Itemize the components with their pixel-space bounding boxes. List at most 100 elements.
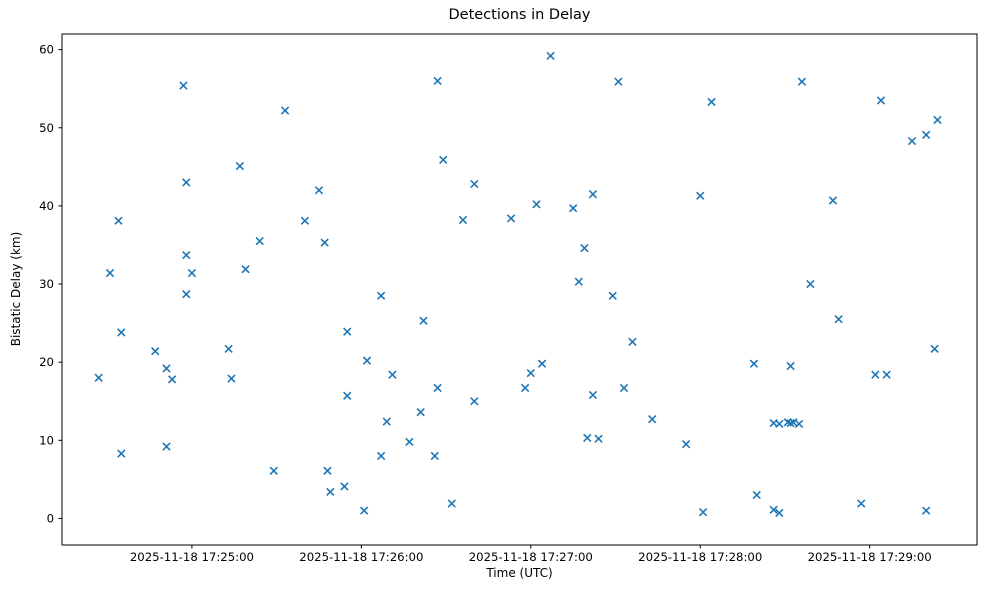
data-point-marker [182,250,191,260]
data-point-marker [458,215,468,225]
data-point-marker [769,505,778,515]
x-tick-label: 2025-11-18 17:29:00 [808,550,932,564]
data-point-marker [588,390,598,400]
data-point-marker [235,161,245,171]
chart-title: Detections in Delay [448,7,591,23]
data-point-marker [105,268,115,278]
x-axis: 2025-11-18 17:25:00 2025-11-18 17:26:00 20… [130,545,932,564]
data-point-marker [922,130,931,139]
data-point-marker [94,373,103,382]
data-point-marker [574,277,583,286]
x-tick-label: 2025-11-18 17:28:00 [638,550,762,564]
data-point-marker [546,51,555,61]
data-point-marker [583,433,592,443]
y-tick-label: 10 [39,433,54,447]
y-tick-label: 40 [39,199,54,213]
y-tick-label: 50 [39,121,54,135]
data-point-marker [614,77,623,86]
data-point-marker [300,216,310,225]
data-point-marker [470,179,479,189]
data-point-marker [343,327,352,336]
data-point-marker [506,214,516,223]
data-point-marker [241,265,250,274]
data-point-marker [405,437,414,447]
data-point-marker [882,370,891,379]
data-point-marker [430,451,439,461]
y-tick-label: 20 [39,355,54,369]
data-point-marker [382,417,391,426]
plot-area [62,34,977,545]
data-point-marker [789,418,798,427]
data-point-marker [797,77,807,86]
x-axis-label: Time (UTC) [486,566,553,580]
data-point-marker [447,499,456,508]
data-point-marker [876,96,886,105]
data-point-marker [526,368,535,378]
data-point-marker [871,370,880,379]
data-point-marker [922,506,931,515]
data-point-marker [439,155,448,164]
data-point-marker [594,434,603,443]
axes-spines [61,33,978,546]
data-point-marker [416,408,425,417]
data-point-marker [588,190,598,199]
data-point-marker [433,76,442,86]
data-point-marker [269,466,278,475]
data-point-marker [376,451,386,461]
data-point-marker [696,191,705,200]
data-point-marker [786,418,795,428]
data-point-marker [828,196,838,205]
data-point-marker [834,315,843,324]
y-axis-label: Bistatic Delay (km) [9,231,23,347]
x-tick-label: 2025-11-18 17:25:00 [130,550,254,564]
data-point-marker [362,356,372,365]
data-point-marker [470,397,479,406]
data-point-marker [255,236,264,246]
data-point-marker [280,106,290,115]
data-point-marker [314,186,324,195]
data-point-marker [794,419,804,429]
data-points [94,51,942,518]
data-point-marker [628,337,637,347]
data-point-marker [419,316,428,325]
data-point-marker [388,370,397,379]
data-point-marker [360,506,369,515]
data-point-marker [775,419,784,429]
data-point-marker [340,482,349,491]
data-point-marker [376,291,386,300]
data-point-marker [933,115,942,125]
data-point-marker [619,383,629,393]
data-point-marker [930,344,939,354]
y-tick-label: 30 [39,277,54,291]
x-tick-label: 2025-11-18 17:26:00 [299,550,423,564]
data-point-marker [775,508,784,518]
data-point-marker [151,347,160,356]
data-point-marker [806,279,815,289]
data-point-marker [707,97,716,107]
data-point-marker [568,204,578,213]
data-point-marker [857,499,866,508]
data-point-marker [182,290,191,299]
data-point-marker [224,344,233,354]
data-point-marker [520,383,530,393]
data-point-marker [320,238,329,247]
data-point-marker [608,291,617,300]
data-point-marker [117,328,126,337]
data-point-marker [532,200,541,209]
data-point-marker [179,81,188,90]
y-tick-label: 60 [39,43,54,57]
y-axis: 0 10 20 30 40 50 60 [39,43,62,525]
data-point-marker [227,374,236,383]
data-point-marker [749,359,759,368]
data-point-marker [433,383,442,393]
data-point-marker [752,490,761,500]
data-point-marker [326,487,335,497]
data-point-marker [537,359,547,368]
y-tick-label: 0 [47,511,54,525]
data-point-marker [114,216,123,225]
data-point-marker [167,375,177,384]
data-point-marker [681,440,691,449]
data-point-marker [162,442,171,451]
